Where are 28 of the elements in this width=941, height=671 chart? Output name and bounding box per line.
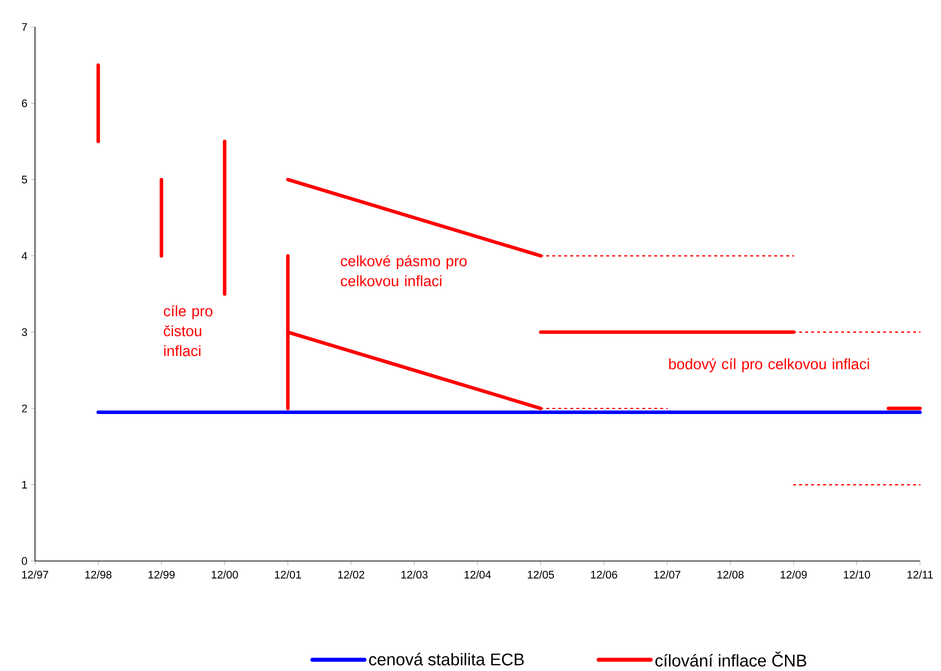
x-tick-label: 12/02: [338, 570, 364, 579]
y-tick-label: 2: [22, 404, 27, 412]
y-tick-label: 5: [22, 176, 28, 184]
y-tick-label: 1: [22, 480, 27, 488]
legend-label: cílování inflace ČNB: [655, 652, 806, 667]
x-tick-label: 12/03: [401, 570, 428, 579]
annotation: cíle pro čistou inflaci: [164, 305, 212, 356]
y-tick-label: 0: [22, 557, 28, 565]
y-tick-label: 4: [22, 252, 28, 260]
x-tick-label: 12/01: [274, 570, 302, 579]
y-tick-label: 3: [22, 328, 28, 336]
y-tick-label: 6: [22, 99, 28, 108]
annotation: celkové pásmo pro celkovou inflaci: [340, 255, 467, 286]
x-tick-label: 12/04: [464, 570, 491, 579]
x-tick-label: 12/07: [654, 570, 680, 579]
x-tick-label: 12/10: [844, 570, 870, 579]
x-tick-label: 12/05: [528, 570, 554, 579]
x-tick-label: 12/98: [85, 570, 112, 579]
annotation: bodový cíl pro celkovou inflaci: [669, 358, 870, 372]
x-tick-label: 12/09: [780, 570, 807, 579]
x-tick-label: 12/08: [717, 570, 744, 579]
y-tick-label: 7: [22, 23, 27, 31]
x-tick-label: 12/11: [908, 570, 933, 579]
x-tick-label: 12/97: [22, 570, 48, 579]
x-tick-label: 12/00: [212, 570, 238, 579]
legend-label: cenová stabilita ECB: [369, 652, 524, 666]
x-tick-label: 12/99: [148, 570, 175, 579]
x-tick-label: 12/06: [591, 570, 618, 579]
